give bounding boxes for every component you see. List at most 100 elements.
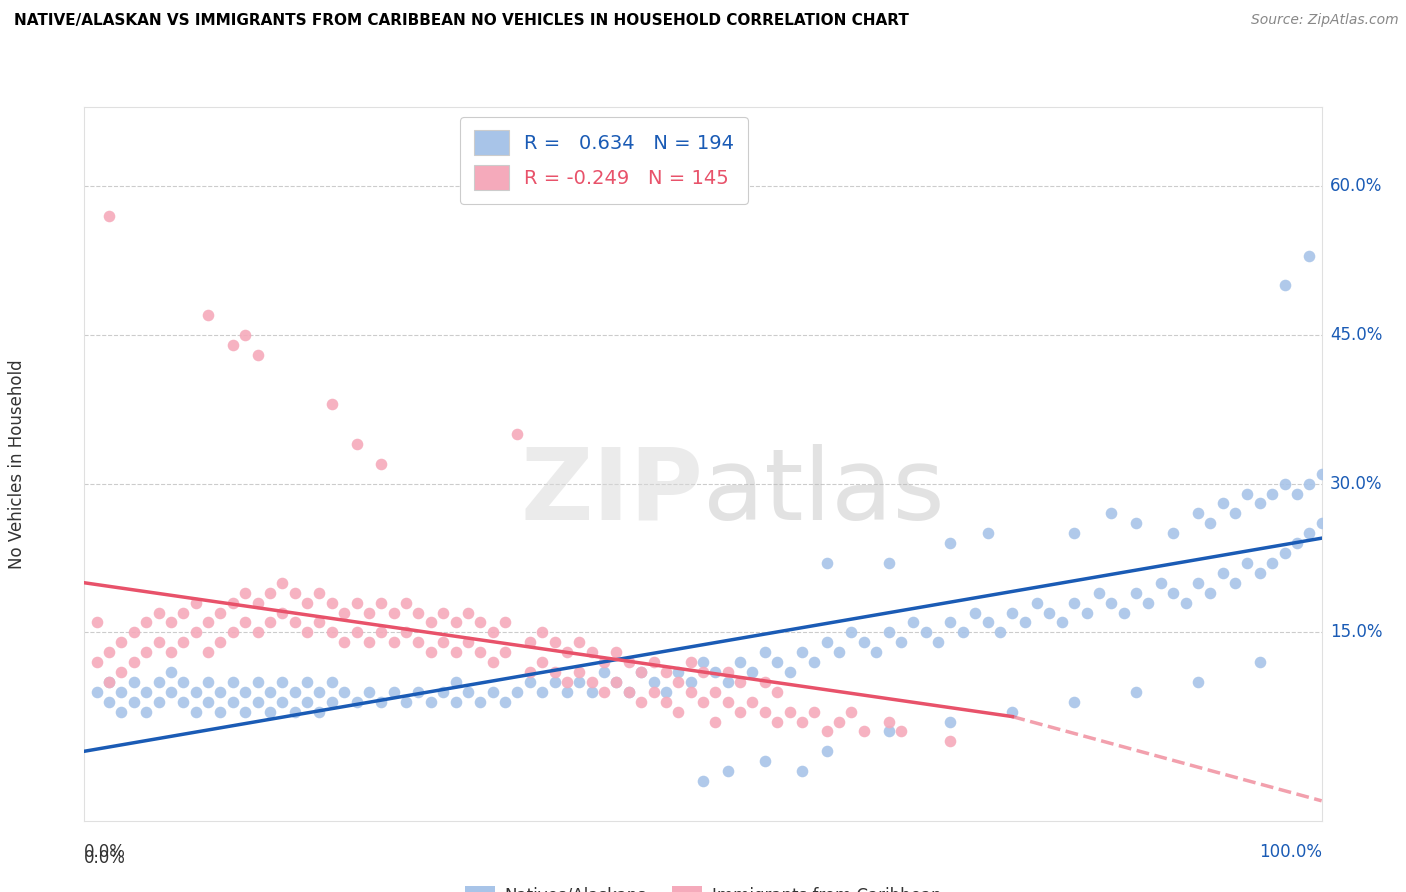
Point <box>419 615 441 630</box>
Point <box>259 685 281 699</box>
Point <box>890 635 912 649</box>
Point <box>766 685 789 699</box>
Point <box>1076 606 1098 620</box>
Point <box>1310 516 1333 531</box>
Point <box>1088 585 1111 599</box>
Point <box>197 645 219 659</box>
Text: 15.0%: 15.0% <box>1330 624 1382 641</box>
Point <box>531 685 554 699</box>
Point <box>333 606 356 620</box>
Point <box>568 665 591 679</box>
Point <box>432 635 454 649</box>
Point <box>308 705 330 719</box>
Point <box>790 764 813 778</box>
Point <box>841 625 863 640</box>
Point <box>1274 278 1296 293</box>
Point <box>432 685 454 699</box>
Point <box>754 705 776 719</box>
Point <box>470 695 492 709</box>
Point <box>568 674 591 689</box>
Point <box>98 645 121 659</box>
Point <box>432 606 454 620</box>
Point <box>86 685 108 699</box>
Point <box>643 655 665 669</box>
Point <box>1187 507 1209 521</box>
Point <box>457 635 479 649</box>
Point <box>233 685 256 699</box>
Point <box>259 705 281 719</box>
Point <box>98 674 121 689</box>
Point <box>148 606 170 620</box>
Point <box>728 655 751 669</box>
Point <box>1199 516 1222 531</box>
Point <box>470 615 492 630</box>
Point <box>1249 566 1271 580</box>
Point <box>815 744 838 758</box>
Point <box>531 655 554 669</box>
Point <box>1199 585 1222 599</box>
Point <box>271 674 294 689</box>
Point <box>346 625 368 640</box>
Point <box>1274 476 1296 491</box>
Point <box>1161 585 1184 599</box>
Point <box>284 615 307 630</box>
Point <box>246 348 269 362</box>
Point <box>470 645 492 659</box>
Point <box>86 655 108 669</box>
Point <box>457 606 479 620</box>
Point <box>754 754 776 768</box>
Point <box>1099 596 1122 610</box>
Point <box>543 674 565 689</box>
Point <box>284 685 307 699</box>
Point <box>1212 566 1234 580</box>
Point <box>184 705 207 719</box>
Point <box>122 625 145 640</box>
Point <box>1125 516 1147 531</box>
Point <box>222 338 245 352</box>
Point <box>1249 655 1271 669</box>
Point <box>692 665 714 679</box>
Point <box>679 685 702 699</box>
Point <box>222 625 245 640</box>
Point <box>333 685 356 699</box>
Point <box>308 585 330 599</box>
Point <box>346 695 368 709</box>
Point <box>122 695 145 709</box>
Point <box>1001 705 1024 719</box>
Point <box>581 645 603 659</box>
Point <box>666 665 689 679</box>
Point <box>160 615 183 630</box>
Point <box>197 308 219 322</box>
Point <box>877 714 900 729</box>
Text: 60.0%: 60.0% <box>1330 178 1382 195</box>
Point <box>1261 486 1284 500</box>
Point <box>295 625 318 640</box>
Point <box>444 645 467 659</box>
Point <box>246 596 269 610</box>
Text: 30.0%: 30.0% <box>1330 475 1382 492</box>
Point <box>890 724 912 739</box>
Point <box>135 615 157 630</box>
Text: ZIP: ZIP <box>520 444 703 541</box>
Point <box>98 674 121 689</box>
Text: 100.0%: 100.0% <box>1258 843 1322 861</box>
Point <box>1137 596 1160 610</box>
Point <box>741 665 763 679</box>
Point <box>531 625 554 640</box>
Point <box>754 645 776 659</box>
Point <box>939 714 962 729</box>
Text: atlas: atlas <box>703 444 945 541</box>
Point <box>370 457 392 471</box>
Point <box>790 714 813 729</box>
Point <box>197 695 219 709</box>
Point <box>519 635 541 649</box>
Point <box>209 606 232 620</box>
Point <box>605 674 627 689</box>
Point <box>98 209 121 223</box>
Text: No Vehicles in Household: No Vehicles in Household <box>8 359 25 569</box>
Point <box>1285 536 1308 550</box>
Point <box>815 724 838 739</box>
Point <box>135 705 157 719</box>
Point <box>184 685 207 699</box>
Point <box>308 685 330 699</box>
